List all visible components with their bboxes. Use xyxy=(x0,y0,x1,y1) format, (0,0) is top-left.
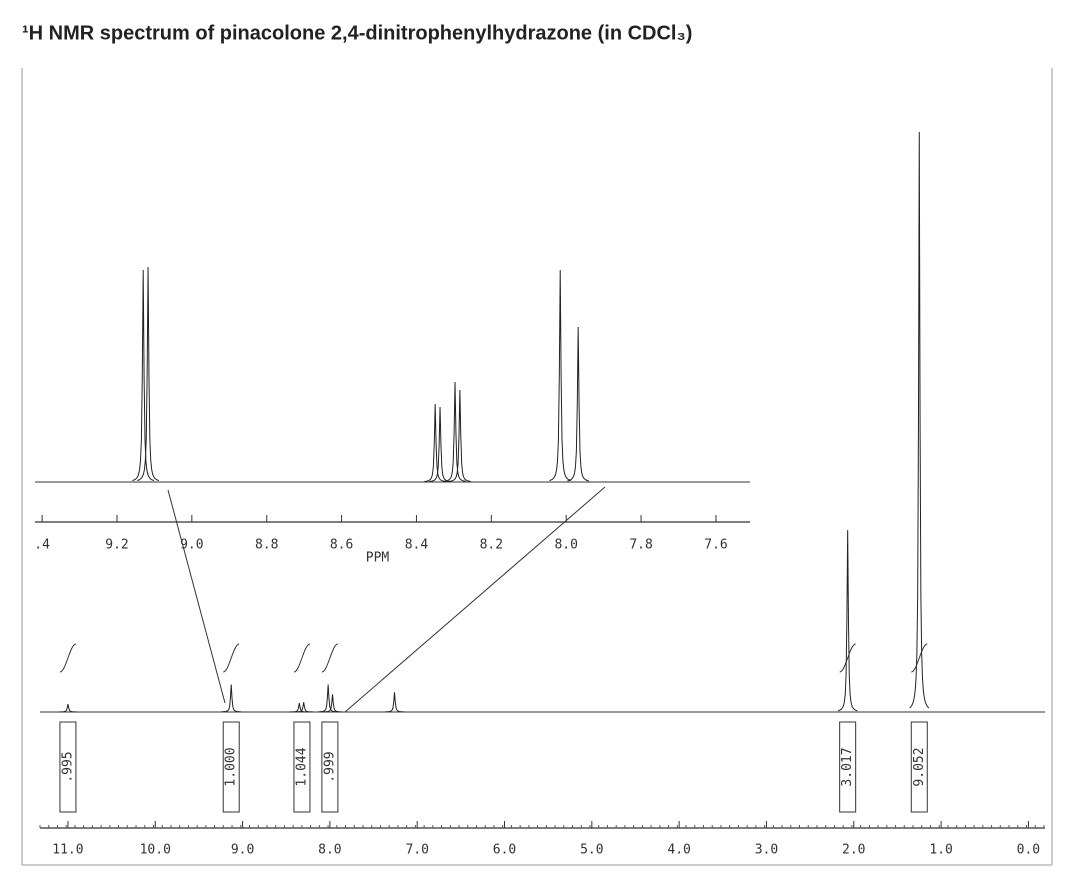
x-tick-label: 1.0 xyxy=(929,843,952,858)
integral-label: 1.044 xyxy=(294,747,309,786)
x-tick-label: 5.0 xyxy=(580,843,603,858)
x-tick-label: 6.0 xyxy=(493,843,516,858)
peak xyxy=(132,269,155,482)
peak xyxy=(549,269,572,482)
peak xyxy=(424,403,447,482)
x-tick-label: 9.0 xyxy=(231,843,254,858)
x-tick-label: 2.0 xyxy=(842,843,865,858)
integral-box xyxy=(59,721,77,813)
integral-curve xyxy=(321,643,339,673)
x-tick-label: 9.0 xyxy=(180,538,203,553)
x-tick-label: 9.2 xyxy=(105,538,128,553)
zoom-line xyxy=(344,486,606,713)
peak xyxy=(318,684,338,713)
peak xyxy=(384,692,405,713)
x-tick-label: 7.0 xyxy=(405,843,428,858)
peak xyxy=(837,530,858,712)
integral-curve xyxy=(293,643,311,673)
integral-curve xyxy=(59,643,77,673)
integral-box xyxy=(321,721,339,813)
zoom-line xyxy=(167,489,226,704)
integral-box xyxy=(222,721,240,813)
integral-label: .995 xyxy=(60,751,75,782)
integral-curve xyxy=(222,643,240,673)
peak xyxy=(444,381,466,482)
x-tick-label: 0.0 xyxy=(1017,843,1040,858)
integral-box xyxy=(839,721,857,813)
x-tick-label: 8.0 xyxy=(554,538,577,553)
x-tick-label: .4 xyxy=(34,538,50,553)
peak xyxy=(294,702,314,713)
integral-label: 9.052 xyxy=(912,747,927,786)
peak xyxy=(322,694,343,713)
integral-curve xyxy=(839,643,856,673)
integral-label: 3.017 xyxy=(840,747,855,786)
integral-label: .999 xyxy=(322,751,337,782)
peak xyxy=(221,684,241,713)
x-tick-label: 8.2 xyxy=(480,538,503,553)
integral-box xyxy=(293,721,311,813)
peak xyxy=(449,389,471,482)
peak xyxy=(909,131,930,709)
x-tick-label: 11.0 xyxy=(52,843,83,858)
integral-label: 1.000 xyxy=(224,747,239,786)
integral-curve xyxy=(911,643,928,673)
peak xyxy=(567,326,590,482)
integral-box xyxy=(910,721,928,813)
x-tick-label: 8.4 xyxy=(405,538,429,553)
x-tick-label: 3.0 xyxy=(755,843,778,858)
x-tick-label: 10.0 xyxy=(140,843,171,858)
peak xyxy=(137,266,159,481)
x-axis-label: PPM xyxy=(366,551,390,566)
x-tick-label: 4.0 xyxy=(667,843,690,858)
x-tick-label: 7.8 xyxy=(629,538,652,553)
x-tick-label: 8.0 xyxy=(318,843,341,858)
peak xyxy=(58,704,78,713)
x-tick-label: 8.8 xyxy=(255,538,278,553)
chart-title: ¹H NMR spectrum of pinacolone 2,4-dinitr… xyxy=(22,22,692,44)
x-tick-label: 8.6 xyxy=(330,538,353,553)
x-tick-label: 7.6 xyxy=(704,538,727,553)
peak xyxy=(289,703,309,713)
